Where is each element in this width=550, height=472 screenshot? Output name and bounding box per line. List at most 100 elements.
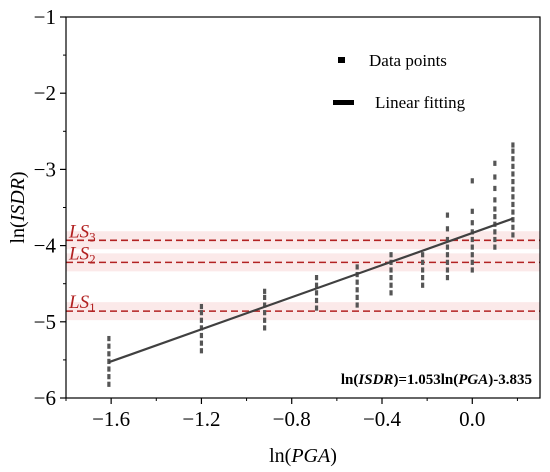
x-axis-ticks: −1.6 −1.2 −0.8 −0.4 0.0 [65,398,518,431]
data-point-80 [511,148,515,154]
y-tick-label: −3 [34,157,56,181]
limit-state-label-1: LS1 [68,292,96,315]
legend-label: Data points [369,51,447,70]
data-point-58 [470,178,474,184]
x-axis-title-suffix: ) [330,445,337,467]
data-point-40 [421,259,425,265]
fit-equation-part: ISDR [357,372,393,388]
data-point-11 [199,317,204,323]
data-point-32 [389,282,393,288]
data-point-68 [493,160,497,166]
fit-equation-part: )-3.835 [488,372,532,388]
limit-state-bands [66,231,540,321]
data-point-53 [470,244,474,250]
limit-state-label-text: LS [68,243,90,264]
data-point-73 [511,201,515,208]
x-tick-label: 0.0 [459,407,485,431]
data-point-26 [355,294,359,301]
data-point-23 [314,282,319,288]
data-point-38 [421,275,425,281]
legend: Data points Linear fitting [333,51,466,112]
x-axis-title-var: PGA [290,445,331,467]
data-point-13 [199,303,204,310]
data-point-56 [470,220,474,226]
data-point-33 [389,275,393,281]
data-point-75 [511,186,515,192]
x-tick-label: −1.2 [182,407,220,431]
data-point-18 [263,294,267,301]
limit-state-label-2: LS2 [68,243,96,266]
y-axis-ticks: −6 −5 −4 −3 −2 −1 [34,5,66,410]
data-point-19 [263,288,267,294]
data-point-57 [470,208,474,214]
data-point-48 [445,226,450,232]
data-point-52 [470,252,474,258]
data-point-64 [493,206,497,212]
y-axis-title-suffix: ) [7,171,29,178]
data-point-37 [421,282,425,288]
y-tick-label: −1 [34,5,56,29]
data-point-49 [445,212,450,218]
limit-state-label-text: LS [68,292,90,313]
data-point-44 [445,259,450,265]
data-point-14 [263,325,267,331]
data-point-25 [355,302,359,308]
data-point-5 [107,343,111,349]
x-tick-label: −0.4 [363,407,402,431]
data-point-1 [107,374,111,380]
plot-frame [65,16,541,399]
x-tick-label: −0.8 [273,407,311,431]
data-point-7 [199,348,204,354]
x-axis-title-prefix: ln( [269,445,292,467]
data-point-15 [263,317,267,323]
data-point-20 [314,305,319,311]
limit-state-label-subscript: 1 [89,300,96,315]
limit-state-label-3: LS3 [68,221,96,244]
fit-equation-part: )=1.053ln( [393,372,458,388]
fit-equation-part: PGA [458,372,488,388]
y-axis-title-var: ISDR [7,178,29,222]
data-point-6 [107,335,111,342]
data-point-47 [445,236,450,243]
data-point-12 [199,310,204,316]
data-point-60 [493,236,497,243]
data-point-59 [493,244,497,250]
data-point-78 [511,163,515,169]
data-point-81 [511,142,515,148]
data-point-61 [493,229,497,235]
x-axis-title: ln(PGA) [269,445,337,467]
y-axis-title-prefix: ln( [7,221,29,244]
data-point-34 [389,267,393,273]
linear-fit-line [108,217,514,364]
data-point-70 [511,224,515,230]
data-point-4 [107,351,111,357]
data-point-9 [199,332,204,339]
fit-equation: ln(ISDR)=1.053ln(PGA)-3.835 [341,372,532,388]
data-point-31 [389,290,393,296]
data-point-77 [511,171,515,177]
limit-state-label-subscript: 3 [89,229,96,244]
data-point-27 [355,287,359,293]
data-point-74 [511,194,515,200]
data-point-10 [199,325,204,331]
data-point-2 [107,366,111,372]
data-point-24 [314,275,319,281]
y-axis-title: ln(ISDR) [7,171,29,243]
data-point-65 [493,197,497,203]
data-point-39 [421,267,425,273]
data-point-0 [107,381,111,387]
data-point-63 [493,214,497,220]
legend-marker-line [333,100,354,105]
data-point-72 [511,209,515,215]
limit-state-label-subscript: 2 [89,251,96,266]
limit-state-label-text: LS [68,221,90,242]
data-point-22 [314,290,319,296]
data-points [107,142,515,387]
data-point-21 [314,297,319,304]
linear-fit-layer [108,217,514,364]
data-point-16 [263,310,267,316]
data-point-42 [445,275,450,281]
data-point-67 [493,174,497,180]
